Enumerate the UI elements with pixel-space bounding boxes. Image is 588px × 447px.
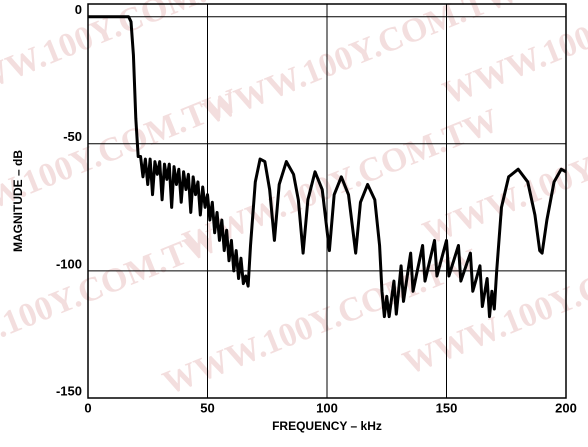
x-tick-label: 50 [200, 400, 214, 415]
series-layer [88, 15, 567, 319]
y-axis-title: MAGNITUDE – dB [11, 150, 25, 252]
x-tick-label: 200 [555, 400, 577, 415]
x-axis-title: FREQUENCY – kHz [272, 419, 382, 433]
x-tick-label: 0 [84, 400, 91, 415]
y-tick-label: 0 [75, 2, 82, 17]
watermark: WWW.100Y.COM.TW [418, 92, 588, 252]
x-tick-label: 150 [436, 400, 458, 415]
y-tick-label: -100 [56, 256, 82, 271]
labels: 0 50 100 150 200 -150 -100 -50 0 [56, 2, 577, 415]
response-line [88, 15, 567, 319]
y-tick-label: -50 [63, 129, 82, 144]
x-tick-label: 100 [316, 400, 338, 415]
plot-frame [87, 3, 567, 399]
y-tick-label: -150 [56, 383, 82, 398]
